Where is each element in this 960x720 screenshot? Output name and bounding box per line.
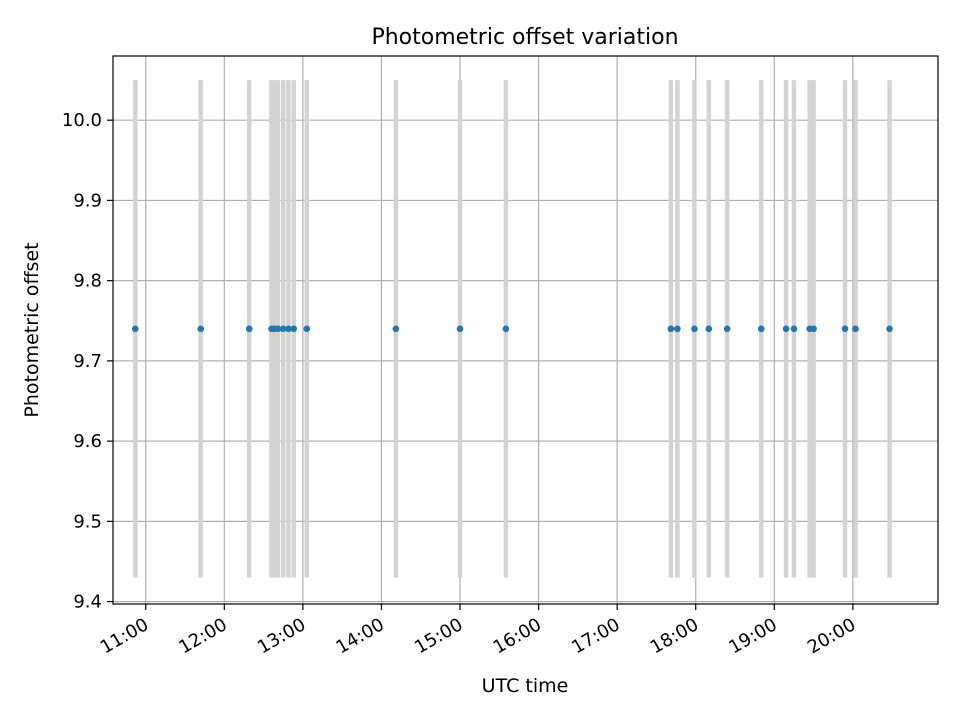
y-tick-label: 9.9 xyxy=(73,190,102,211)
data-point xyxy=(782,325,790,333)
data-point xyxy=(131,325,139,333)
chart-title: Photometric offset variation xyxy=(371,25,678,50)
data-point xyxy=(279,325,287,333)
y-tick-label: 10.0 xyxy=(62,110,102,131)
data-point xyxy=(790,325,798,333)
data-point xyxy=(245,325,253,333)
data-point xyxy=(810,325,817,333)
data-point xyxy=(691,325,698,333)
data-point xyxy=(274,325,282,333)
y-tick-label: 9.4 xyxy=(73,592,102,613)
data-point xyxy=(392,325,400,333)
data-point xyxy=(705,325,713,333)
y-axis-label: Photometric offset xyxy=(21,242,43,417)
data-point xyxy=(285,325,292,333)
data-point xyxy=(667,325,675,333)
data-point xyxy=(852,325,859,333)
data-point xyxy=(886,325,893,333)
data-points xyxy=(131,325,893,333)
data-point xyxy=(456,325,464,333)
y-tick-label: 9.5 xyxy=(73,511,102,532)
data-point xyxy=(757,325,765,333)
data-point xyxy=(197,325,205,333)
data-point xyxy=(841,325,849,333)
y-tick-label: 9.6 xyxy=(73,431,102,452)
data-point xyxy=(674,325,681,333)
x-axis-label: UTC time xyxy=(482,675,569,697)
y-tick-label: 9.7 xyxy=(73,351,102,372)
data-point xyxy=(290,325,298,333)
y-tick-label: 9.8 xyxy=(73,271,102,292)
plot-frame xyxy=(112,55,939,605)
data-point xyxy=(723,325,731,333)
data-point xyxy=(303,325,311,333)
data-point xyxy=(502,325,510,333)
